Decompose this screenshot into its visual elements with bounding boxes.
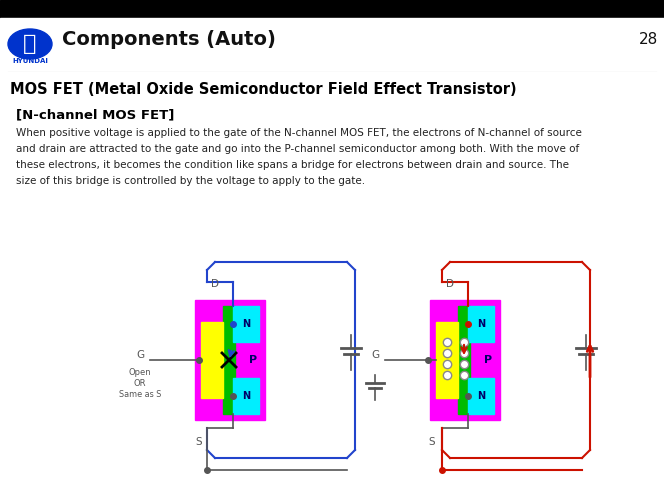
Ellipse shape bbox=[8, 29, 52, 59]
Text: D: D bbox=[446, 279, 454, 289]
Text: N: N bbox=[477, 319, 485, 329]
Text: Same as S: Same as S bbox=[119, 390, 161, 399]
Text: G: G bbox=[371, 350, 379, 360]
Bar bbox=[430, 300, 500, 420]
Text: N: N bbox=[242, 319, 250, 329]
Text: Open: Open bbox=[129, 368, 151, 377]
Bar bbox=[201, 322, 223, 398]
Text: ⓭: ⓭ bbox=[23, 34, 37, 54]
Bar bbox=[233, 306, 259, 342]
Bar bbox=[223, 306, 235, 414]
Bar bbox=[195, 300, 265, 420]
Text: MOS FET (Metal Oxide Semiconductor Field Effect Transistor): MOS FET (Metal Oxide Semiconductor Field… bbox=[10, 82, 517, 97]
Text: HYUNDAI: HYUNDAI bbox=[12, 58, 48, 64]
Text: [N-channel MOS FET]: [N-channel MOS FET] bbox=[16, 108, 175, 121]
Text: N: N bbox=[242, 391, 250, 401]
Text: Components (Auto): Components (Auto) bbox=[62, 29, 276, 48]
Text: N: N bbox=[477, 391, 485, 401]
Text: When positive voltage is applied to the gate of the N-channel MOS FET, the elect: When positive voltage is applied to the … bbox=[16, 128, 582, 138]
Text: these electrons, it becomes the condition like spans a bridge for electrons betw: these electrons, it becomes the conditio… bbox=[16, 160, 569, 170]
Bar bbox=[0, 0, 664, 18]
Text: P: P bbox=[249, 355, 257, 365]
Bar bbox=[458, 306, 470, 414]
Text: D: D bbox=[211, 279, 219, 289]
Bar bbox=[468, 378, 494, 414]
Bar bbox=[436, 322, 458, 398]
Text: S: S bbox=[196, 437, 203, 447]
Text: 28: 28 bbox=[638, 31, 657, 46]
Bar bbox=[0, 18, 664, 70]
Text: S: S bbox=[429, 437, 436, 447]
Text: and drain are attracted to the gate and go into the P-channel semiconductor amon: and drain are attracted to the gate and … bbox=[16, 144, 579, 154]
Bar bbox=[233, 378, 259, 414]
Text: P: P bbox=[484, 355, 492, 365]
Text: G: G bbox=[136, 350, 144, 360]
Text: OR: OR bbox=[133, 379, 146, 388]
Bar bbox=[468, 306, 494, 342]
Text: size of this bridge is controlled by the voltage to apply to the gate.: size of this bridge is controlled by the… bbox=[16, 176, 365, 186]
